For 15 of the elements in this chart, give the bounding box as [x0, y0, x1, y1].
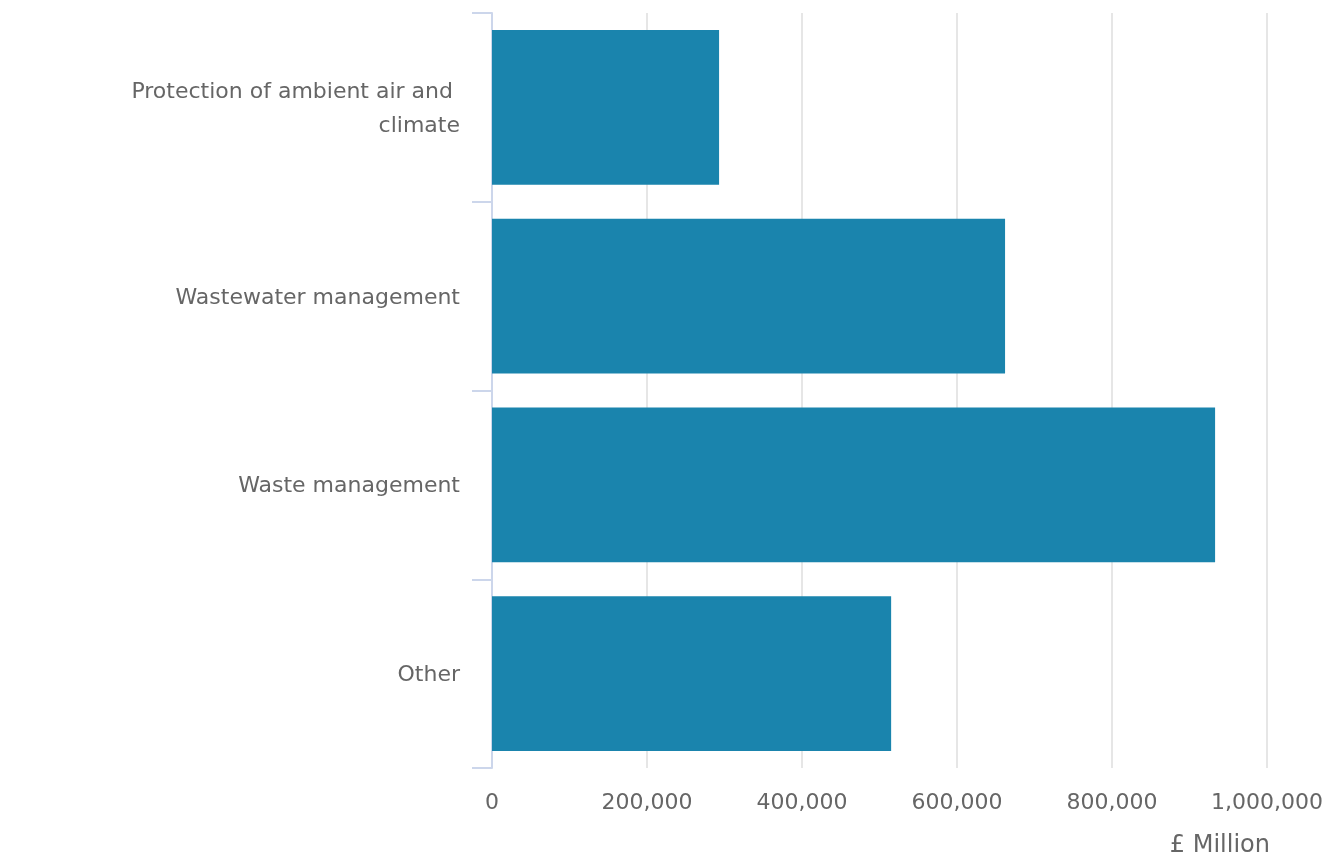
- x-tick-label: 200,000: [601, 788, 693, 814]
- bar: [492, 218, 1006, 374]
- bar: [492, 596, 892, 752]
- y-tick-label: Wastewater management: [175, 283, 461, 309]
- y-tick-label: Other: [397, 661, 461, 687]
- x-tick-label: 600,000: [911, 788, 1003, 814]
- x-axis-title: £ Million: [1169, 830, 1270, 858]
- x-tick-label: 400,000: [756, 788, 848, 814]
- x-tick-label: 800,000: [1066, 788, 1158, 814]
- x-tick-label: 0: [485, 788, 499, 814]
- y-tick-label: Waste management: [238, 472, 461, 498]
- bar: [492, 407, 1216, 563]
- y-tick-label: Protection of ambient air and climate: [131, 77, 460, 137]
- x-tick-label: 1,000,000: [1211, 788, 1323, 814]
- bar: [492, 29, 720, 185]
